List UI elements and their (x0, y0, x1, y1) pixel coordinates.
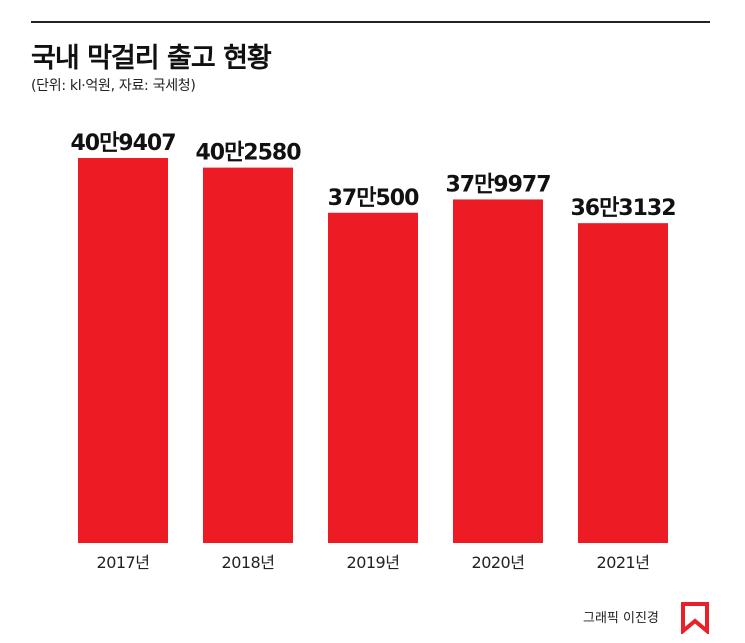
chart-subtitle: (단위: kl·억원, 자료: 국세청) (31, 78, 196, 94)
data-label: 37만500 (328, 186, 419, 211)
top-rule (31, 21, 710, 23)
x-tick-label: 2017년 (97, 553, 150, 572)
bar-2020년 (453, 199, 543, 543)
x-tick-label: 2019년 (347, 553, 400, 572)
x-tick-label: 2020년 (472, 553, 525, 572)
data-label: 40만2580 (195, 141, 301, 166)
bar-2021년 (578, 223, 668, 543)
bar-2019년 (328, 212, 418, 543)
bar-2017년 (78, 158, 168, 543)
publisher-logo-icon (681, 602, 709, 634)
bar-2018년 (203, 167, 293, 543)
chart-title: 국내 막걸리 출고 현황 (31, 43, 272, 74)
x-tick-label: 2021년 (597, 553, 650, 572)
x-tick-label: 2018년 (222, 553, 275, 572)
graphic-credit: 그래픽 이진경 (583, 611, 659, 626)
data-label: 40만9407 (70, 131, 175, 156)
data-label: 36만3132 (570, 196, 675, 221)
data-label: 37만9977 (445, 172, 550, 197)
